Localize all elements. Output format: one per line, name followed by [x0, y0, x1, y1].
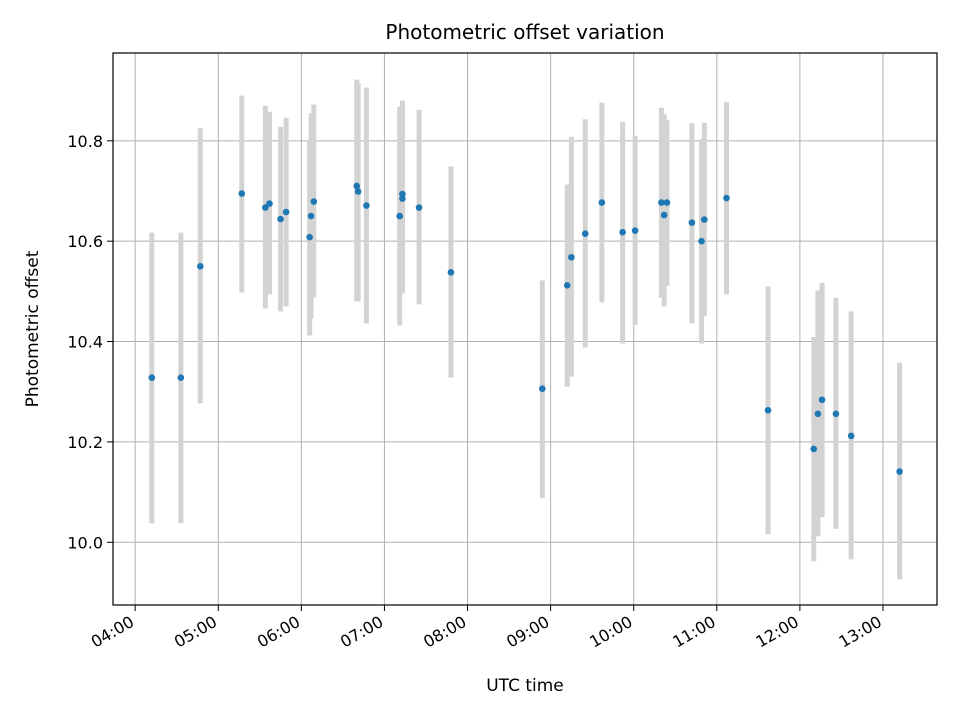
- chart-title: Photometric offset variation: [385, 20, 664, 44]
- data-point: [363, 202, 370, 209]
- data-point: [277, 215, 284, 223]
- y-axis: 10.0 10.2 10.4 10.6 10.8: [67, 132, 113, 552]
- data-points: [148, 182, 903, 475]
- x-axis: 04:00 05:00 06:00 07:00 08:00 09:00 10:00 11:00…: [88, 605, 885, 652]
- data-point: [660, 211, 668, 219]
- data-point: [563, 282, 571, 289]
- data-point: [701, 216, 708, 223]
- data-point: [148, 374, 156, 381]
- x-tick-label: 08:00: [420, 612, 469, 652]
- grid: [113, 53, 937, 605]
- x-tick-label: 06:00: [254, 612, 303, 652]
- data-point: [262, 204, 269, 211]
- data-point: [399, 195, 406, 202]
- data-point: [814, 410, 822, 418]
- y-axis-label: Photometric offset: [23, 250, 43, 407]
- data-point: [723, 194, 730, 202]
- x-tick-label: 10:00: [586, 612, 635, 652]
- x-tick-label: 04:00: [88, 612, 137, 652]
- data-point: [619, 228, 626, 236]
- data-point: [818, 396, 826, 404]
- data-point: [353, 182, 361, 190]
- data-point: [196, 262, 204, 270]
- data-point: [688, 219, 696, 226]
- x-tick-label: 05:00: [171, 612, 220, 652]
- data-point: [447, 268, 455, 276]
- data-point: [354, 188, 362, 195]
- data-point: [399, 190, 406, 198]
- data-point: [310, 198, 318, 205]
- data-point: [598, 199, 606, 206]
- data-point: [698, 237, 705, 245]
- data-point: [658, 199, 665, 206]
- data-point: [568, 253, 575, 261]
- y-tick-label: 10.0: [67, 533, 103, 552]
- data-point: [663, 199, 671, 206]
- data-point: [415, 204, 423, 211]
- data-point: [581, 230, 589, 237]
- data-point: [764, 406, 772, 414]
- data-point: [238, 190, 246, 197]
- y-tick-label: 10.4: [67, 333, 103, 352]
- y-tick-label: 10.6: [67, 232, 103, 251]
- data-point: [832, 410, 840, 418]
- data-point: [282, 208, 290, 216]
- data-point: [896, 468, 903, 475]
- data-point: [306, 233, 313, 241]
- x-tick-label: 12:00: [752, 612, 801, 652]
- data-point: [539, 385, 546, 393]
- data-point: [631, 227, 639, 234]
- data-point: [396, 212, 403, 220]
- y-tick-label: 10.2: [67, 433, 103, 452]
- y-tick-label: 10.8: [67, 132, 103, 151]
- x-tick-label: 07:00: [337, 612, 386, 652]
- x-axis-label: UTC time: [486, 676, 564, 696]
- data-point: [266, 200, 273, 207]
- data-point: [177, 374, 185, 381]
- data-point: [847, 432, 855, 440]
- x-tick-label: 13:00: [836, 612, 885, 652]
- data-point: [307, 212, 315, 220]
- error-bars: [149, 79, 903, 580]
- x-tick-label: 09:00: [503, 612, 552, 652]
- plot-frame: [112, 52, 938, 606]
- data-point: [810, 445, 818, 453]
- x-tick-label: 11:00: [669, 612, 718, 652]
